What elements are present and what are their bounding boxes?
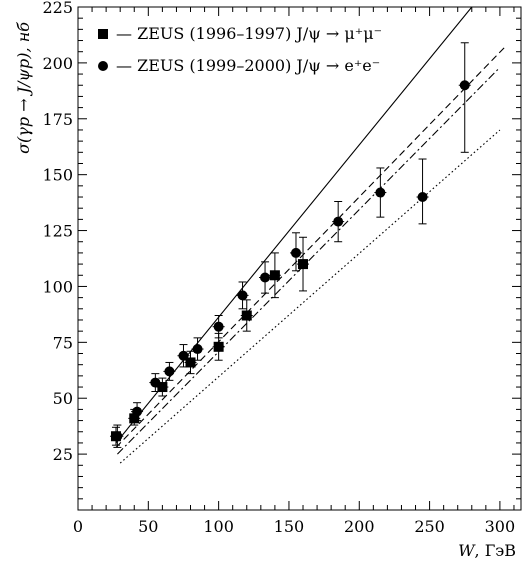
data-point-circle <box>132 406 143 417</box>
x-tick-label: 200 <box>344 517 375 536</box>
data-point-square <box>298 259 309 270</box>
y-tick-label: 50 <box>53 389 73 408</box>
legend: — ZEUS (1996–1997) J/ψ → μ⁺μ⁻ — ZEUS (19… <box>98 24 382 75</box>
data-point-circle <box>375 187 386 198</box>
y-tick-label: 125 <box>42 222 73 241</box>
plot-frame <box>77 6 522 511</box>
data-point-circle <box>290 247 301 258</box>
x-tick-label: 300 <box>485 517 516 536</box>
y-tick-label: 225 <box>42 0 73 17</box>
y-tick-label: 25 <box>53 445 73 464</box>
model-curve-dashed <box>115 44 508 448</box>
legend-label-zeus-1996-1997: — ZEUS (1996–1997) J/ψ → μ⁺μ⁻ <box>116 24 382 43</box>
x-tick-label: 250 <box>414 517 445 536</box>
data-points <box>109 42 471 448</box>
data-point-circle <box>178 350 189 361</box>
legend-label-zeus-1999-2000: — ZEUS (1999–2000) J/ψ → e⁺e⁻ <box>116 56 380 75</box>
data-point-square <box>157 382 168 393</box>
data-point-square <box>185 357 196 368</box>
model-curves <box>115 7 508 464</box>
data-point-circle <box>164 366 175 377</box>
data-point-circle <box>459 80 470 91</box>
legend-marker-square <box>98 29 108 39</box>
x-tick-label: 150 <box>274 517 305 536</box>
model-curve-dotted <box>119 129 501 464</box>
y-tick-label: 150 <box>42 166 73 185</box>
y-tick-label: 100 <box>42 277 73 296</box>
y-tick-label: 175 <box>42 110 73 129</box>
data-point-square <box>241 310 252 321</box>
model-curve-solid <box>115 7 473 444</box>
model-curve-dashdot <box>117 67 501 455</box>
y-tick-label: 200 <box>42 54 73 73</box>
y-axis-title: σ(γp → J/ψp), нб <box>14 22 33 154</box>
data-point-circle <box>192 344 203 355</box>
data-point-square <box>129 413 140 424</box>
x-tick-label: 100 <box>203 517 234 536</box>
data-point-circle <box>213 321 224 332</box>
x-axis-title: W, ГэВ <box>458 541 516 560</box>
data-point-circle <box>150 377 161 388</box>
legend-marker-circle <box>98 61 108 71</box>
data-point-circle <box>333 216 344 227</box>
data-point-circle <box>112 431 123 442</box>
data-point-circle <box>417 192 428 203</box>
data-point-square <box>269 270 280 281</box>
y-tick-label: 75 <box>53 333 73 352</box>
axis-ticks: 0 50 100 150 200 250 300 25 50 75 100 125 150 175 200 2… <box>42 0 521 536</box>
plot-border <box>77 6 522 511</box>
data-point-square <box>213 341 224 352</box>
x-tick-label: 50 <box>138 517 158 536</box>
data-point-circle <box>260 272 271 283</box>
data-point-circle <box>237 290 248 301</box>
x-tick-label: 0 <box>73 517 83 536</box>
